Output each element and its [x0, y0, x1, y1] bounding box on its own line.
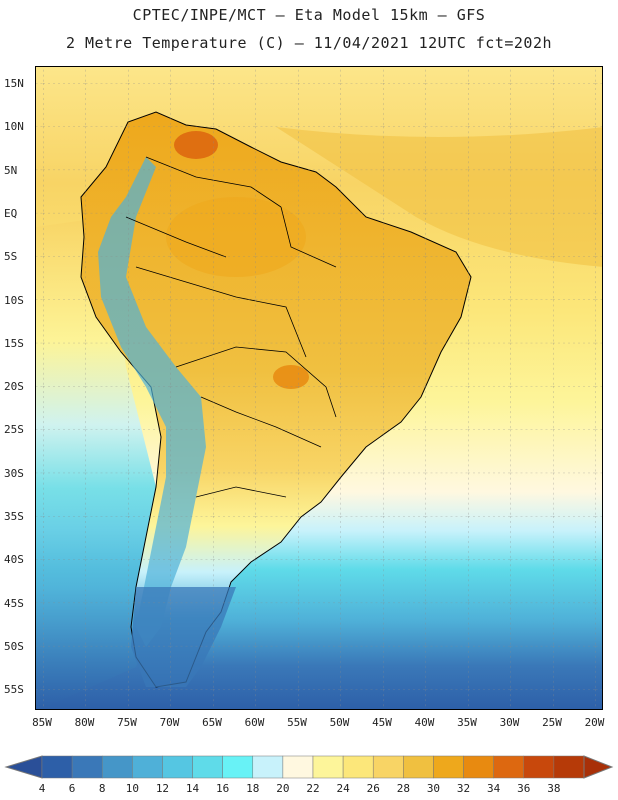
- graticule: [36, 67, 602, 709]
- lon-label: 45W: [372, 716, 392, 729]
- colorbar-label: 36: [517, 782, 531, 795]
- colorbar-label: 30: [426, 782, 441, 795]
- lon-label: 65W: [202, 716, 222, 729]
- colorbar-swatch: [433, 755, 464, 779]
- colorbar-swatch: [162, 755, 193, 779]
- lon-label: 20W: [584, 716, 605, 729]
- lon-label: 85W: [32, 716, 52, 729]
- lon-label: 30W: [499, 716, 520, 729]
- lon-label: 25W: [542, 716, 562, 729]
- colorbar-swatch: [403, 755, 434, 779]
- colorbar-swatch: [222, 755, 254, 779]
- lat-label: 5S: [4, 250, 18, 264]
- lat-label: 10S: [4, 293, 24, 307]
- lat-label: 50S: [4, 639, 24, 653]
- colorbar-swatch: [252, 755, 284, 779]
- colorbar-swatch: [523, 755, 555, 779]
- colorbar-label: 4: [38, 782, 46, 795]
- colorbar-swatch: [553, 755, 585, 779]
- colorbar-swatch: [41, 755, 73, 779]
- colorbar-swatch: [463, 755, 494, 779]
- lat-label: EQ: [4, 206, 18, 220]
- colorbar-swatch: [71, 755, 103, 779]
- lon-label: 70W: [159, 716, 180, 729]
- colorbar-swatch: [192, 755, 223, 779]
- colorbar-label: 12: [155, 782, 170, 795]
- lon-label: 35W: [457, 716, 477, 729]
- colorbar-label: 18: [246, 782, 260, 795]
- colorbar-label: 34: [487, 782, 501, 795]
- lat-label: 15S: [4, 336, 24, 350]
- lat-label: 25S: [4, 423, 24, 437]
- colorbar-label: 14: [185, 782, 200, 795]
- lon-label: 55W: [287, 716, 307, 729]
- colorbar-label: 20: [276, 782, 290, 795]
- lon-label: 60W: [244, 716, 265, 729]
- lat-label: 20S: [4, 380, 24, 394]
- colorbar-swatch: [342, 755, 374, 779]
- lat-label: 30S: [4, 466, 24, 480]
- colorbar-swatch: [101, 755, 133, 779]
- lat-label: 55S: [4, 683, 24, 697]
- colorbar-high-arrow: [583, 755, 614, 779]
- colorbar-swatch: [372, 755, 404, 779]
- temperature-map[interactable]: [35, 66, 603, 710]
- lat-label: 10N: [4, 120, 24, 134]
- colorbar-label: 6: [68, 782, 76, 795]
- colorbar-swatch: [493, 755, 525, 779]
- colorbar-low-arrow: [4, 755, 43, 779]
- colorbar-swatch: [132, 755, 163, 779]
- colorbar-label: 22: [306, 782, 320, 795]
- lon-label: 50W: [329, 716, 350, 729]
- colorbar-label: 10: [125, 782, 139, 795]
- chart-title: CPTEC/INPE/MCT – Eta Model 15km – GFS: [132, 6, 486, 24]
- lat-label: 15N: [4, 77, 24, 90]
- lat-label: 5N: [4, 163, 18, 177]
- colorbar-label: 24: [336, 782, 350, 795]
- colorbar-label: 28: [396, 782, 410, 795]
- colorbar-label: 8: [98, 782, 106, 795]
- colorbar-label: 38: [547, 782, 561, 795]
- lon-label: 80W: [74, 716, 95, 729]
- lat-label: 35S: [4, 510, 24, 523]
- colorbar: [4, 755, 614, 779]
- chart-subtitle: 2 Metre Temperature (C) – 11/04/2021 12U…: [65, 34, 553, 52]
- colorbar-swatch: [282, 755, 314, 779]
- lon-label: 75W: [117, 716, 137, 729]
- lat-label: 40S: [4, 553, 24, 567]
- colorbar-swatch: [312, 755, 344, 779]
- colorbar-label: 32: [456, 782, 471, 795]
- lon-label: 40W: [414, 716, 435, 729]
- colorbar-label: 16: [216, 782, 230, 795]
- lat-label: 45S: [4, 596, 24, 610]
- colorbar-label: 26: [366, 782, 380, 795]
